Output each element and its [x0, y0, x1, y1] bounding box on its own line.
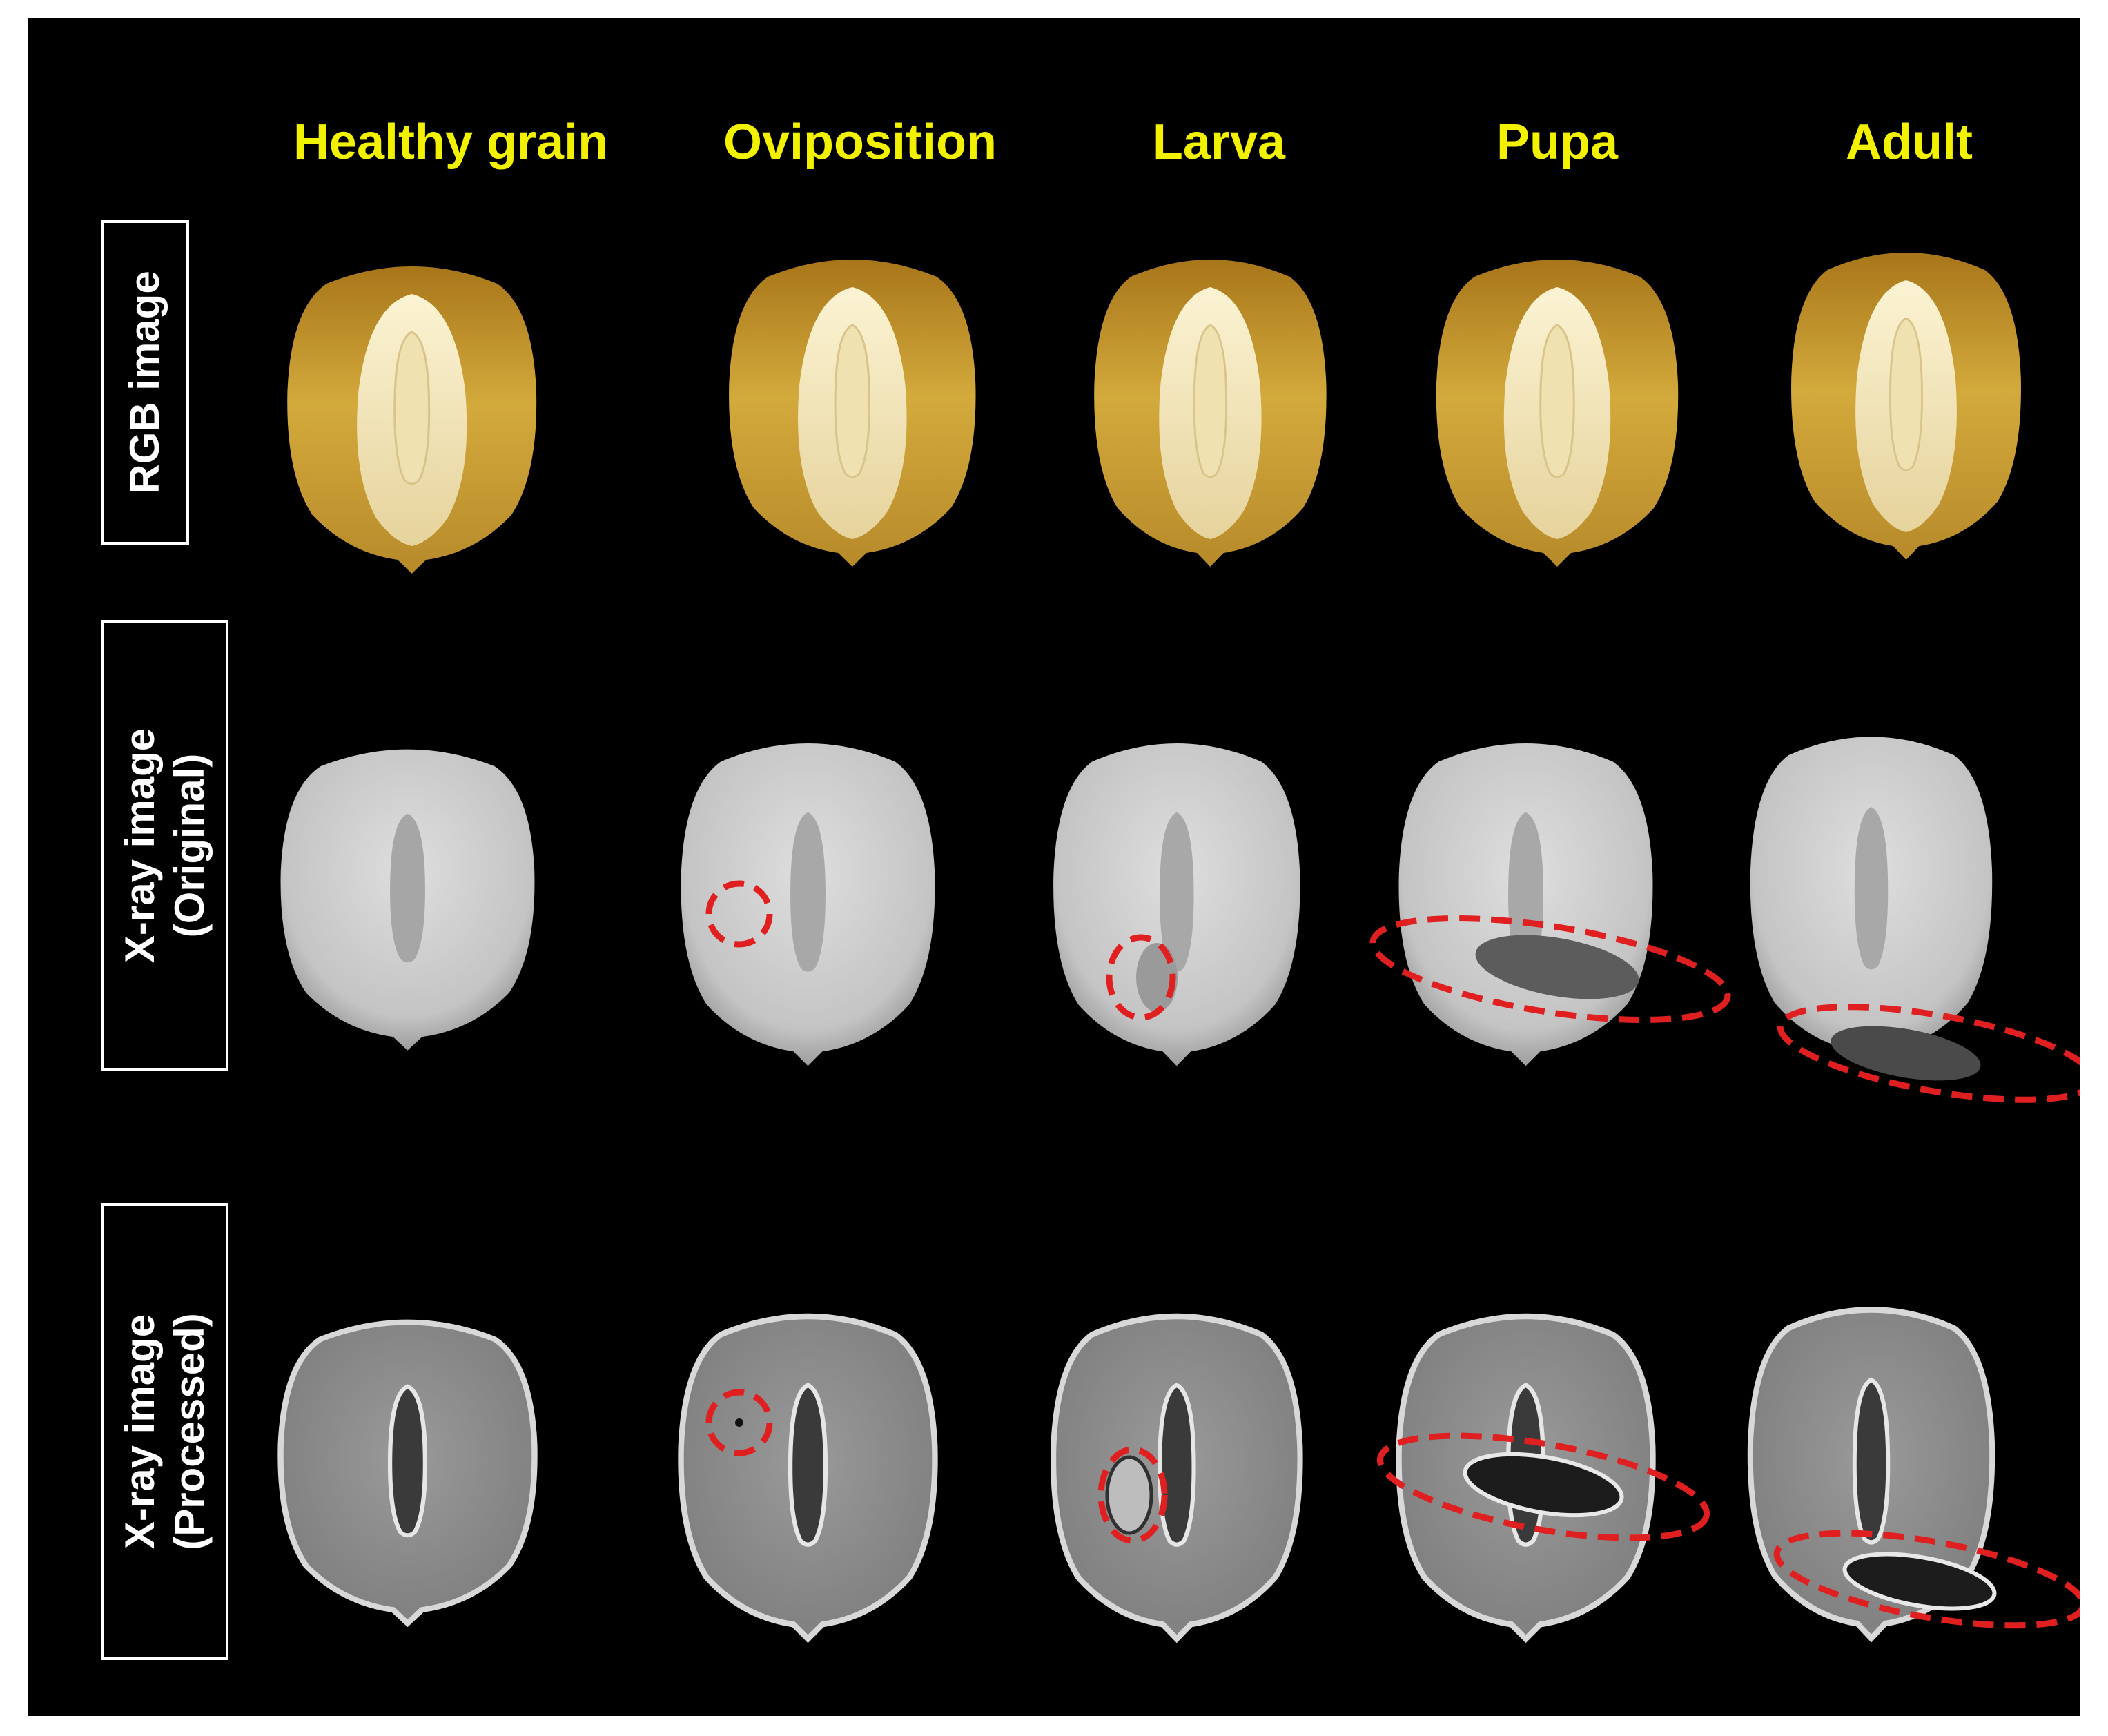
column-header-pupa: Pupa: [1496, 115, 1619, 170]
row-label-box-rgb: RGB image: [101, 220, 189, 545]
rgb-image-oviposition: [729, 260, 976, 567]
larva-processed-cavity: [1105, 1455, 1153, 1535]
column-header-oviposition: Oviposition: [723, 115, 997, 170]
rgb-image-healthy: [287, 266, 537, 574]
oviposition-egg-mark: [735, 1418, 743, 1427]
xray-original-row: [280, 737, 1993, 1081]
red-dashed-circle: [1773, 1530, 2080, 1629]
red-dashed-circle: [1777, 1004, 2080, 1103]
rgb-row: [287, 253, 2021, 574]
pupa-processed-cavity: [1463, 1452, 1624, 1518]
xray-original-image-pupa: [1398, 743, 1653, 1066]
column-header-adult: Adult: [1846, 115, 1973, 170]
xray-processed-row: [281, 1309, 1997, 1639]
xray-original-image-healthy: [280, 749, 535, 1051]
rgb-image-adult: [1791, 253, 2021, 560]
red-dashed-circle: [1376, 1432, 1710, 1541]
adult-cavity: [1831, 1026, 1981, 1081]
xray-original-image-oviposition: [681, 743, 935, 1066]
adult-processed-cavity: [1842, 1552, 1997, 1611]
grain-image-grid: [28, 253, 2080, 1716]
red-dashed-circle: [705, 1389, 773, 1456]
figure-panel: Healthy grain Oviposition Larva Pupa Adu…: [28, 18, 2080, 1716]
xray-processed-image-oviposition: [681, 1316, 935, 1639]
rgb-image-pupa: [1436, 260, 1679, 567]
pupa-cavity: [1475, 935, 1639, 999]
row-label-box-xray-processed: X-ray image (Processed): [101, 1203, 228, 1660]
red-dashed-circle: [1106, 934, 1176, 1021]
red-dashed-circle: [1369, 915, 1731, 1024]
xray-original-image-larva: [1053, 743, 1300, 1066]
xray-processed-image-larva: [1053, 1316, 1300, 1639]
highlight-markers: [705, 880, 2080, 1629]
column-header-healthy-grain: Healthy grain: [293, 115, 609, 170]
rgb-image-larva: [1094, 260, 1327, 567]
xray-processed-image-healthy: [281, 1323, 535, 1623]
row-label-box-xray-original: X-ray image (Original): [101, 620, 228, 1071]
column-header-larva: Larva: [1152, 115, 1286, 170]
red-dashed-circle: [1097, 1446, 1168, 1544]
red-dashed-circle: [705, 880, 773, 948]
